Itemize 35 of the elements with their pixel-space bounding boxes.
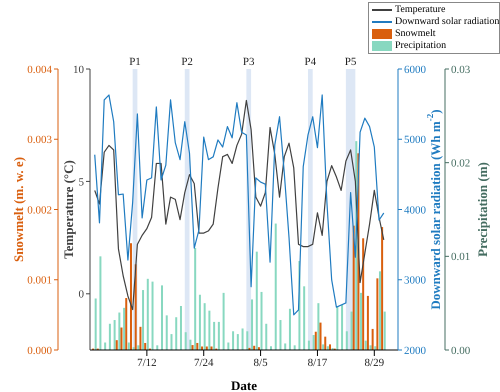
y3-tick-label: 0.002: [27, 204, 52, 216]
y2-tick-label: 4000: [404, 204, 426, 216]
y2-tick-label: 3000: [404, 274, 426, 287]
y3-tick-label: 0.003: [27, 134, 52, 146]
y3-tick-label: 0.001: [27, 274, 52, 287]
x-tick-label: 8/29: [364, 356, 385, 369]
band-label: P3: [242, 56, 256, 68]
y-tick-label: 0: [78, 288, 84, 301]
y2-tick-label: 0.01: [451, 251, 470, 264]
y3-tick-label: 0.004: [27, 64, 52, 76]
x-tick-label: 8/5: [254, 356, 268, 369]
band-label: P2: [181, 56, 193, 68]
legend-label: Precipitation: [395, 40, 446, 52]
y-axis-title: Temperature (°C): [60, 160, 76, 259]
legend-label: Snowmelt: [395, 28, 436, 40]
band-label: P5: [344, 56, 357, 68]
y2-axis-title: Precipitation (m): [474, 162, 490, 257]
band-label: P4: [304, 56, 317, 68]
x-axis-title: Date: [231, 378, 258, 392]
band-label: P1: [129, 56, 141, 68]
x-tick-label: 8/17: [308, 356, 328, 369]
y2-tick-label: 0.02: [451, 158, 470, 170]
y2-tick-label: 5000: [404, 134, 426, 146]
y3-axis-title: Snowmelt (m. w. e): [10, 156, 26, 262]
x-tick-label: 7/24: [194, 356, 214, 369]
y2-tick-label: 6000: [404, 64, 426, 76]
y2-tick-label: 0.03: [451, 64, 471, 76]
y-tick-label: 10: [73, 64, 84, 76]
y3-tick-label: 0.000: [27, 344, 52, 357]
y2-tick-label: 2000: [404, 344, 426, 357]
legend-label: Temperature: [395, 4, 446, 16]
y-tick-label: 5: [78, 176, 84, 188]
y2-tick-label: 0.00: [451, 344, 471, 357]
x-tick-label: 7/12: [137, 356, 157, 369]
legend-label: Downward solar radiation: [395, 16, 500, 28]
